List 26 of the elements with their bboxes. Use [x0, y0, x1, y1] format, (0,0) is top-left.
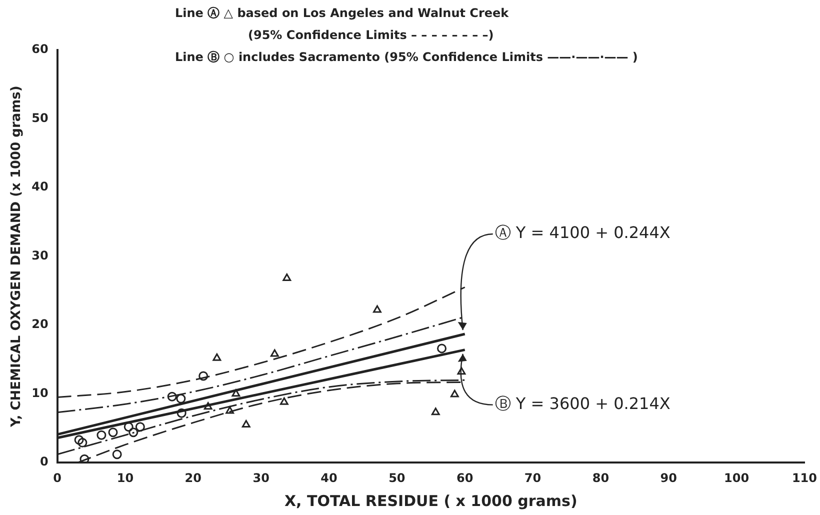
y-tick-label: 50	[32, 110, 48, 125]
text: (95% Confidence Limits – – – – – – – –)	[248, 28, 494, 42]
x-tick-label: 110	[792, 470, 818, 485]
x-tick-label: 40	[320, 470, 338, 485]
x-tick-label: 100	[724, 470, 750, 485]
y-tick-label: 40	[32, 180, 48, 194]
y-tick-label: 60	[32, 42, 48, 56]
annotation: Ⓐ Y = 4100 + 0.244X	[494, 223, 670, 242]
x-tick-label: 20	[184, 470, 202, 485]
annotation: Line Ⓑ ○ includes Sacramento (95% Confidence Limits ——·——·—— )	[175, 50, 638, 64]
y-axis-title: Y, CHEMICAL OXYGEN DEMAND (x 1000 grams)	[9, 86, 24, 428]
x-tick-label: 90	[660, 470, 677, 485]
x-tick-label: 60	[456, 470, 474, 485]
y-tick-label: 10	[32, 386, 48, 400]
x-tick-label: 0	[53, 470, 62, 485]
y-tick-label: 0	[40, 454, 48, 469]
x-tick-label: 30	[252, 470, 270, 485]
text: Line Ⓐ △ based on Los Angeles and Walnut Creek	[175, 6, 510, 20]
x-tick-label: 10	[116, 470, 134, 485]
y-tick-label: 30	[32, 248, 48, 262]
x-tick-label: 50	[388, 470, 406, 485]
annotation: Ⓑ Y = 3600 + 0.214X	[494, 394, 670, 413]
x-tick-label: 80	[592, 470, 610, 485]
x-axis-title: X, TOTAL RESIDUE ( x 1000 grams)	[284, 492, 578, 510]
y-tick-label: 20	[32, 317, 48, 332]
x-tick-label: 70	[524, 470, 542, 485]
